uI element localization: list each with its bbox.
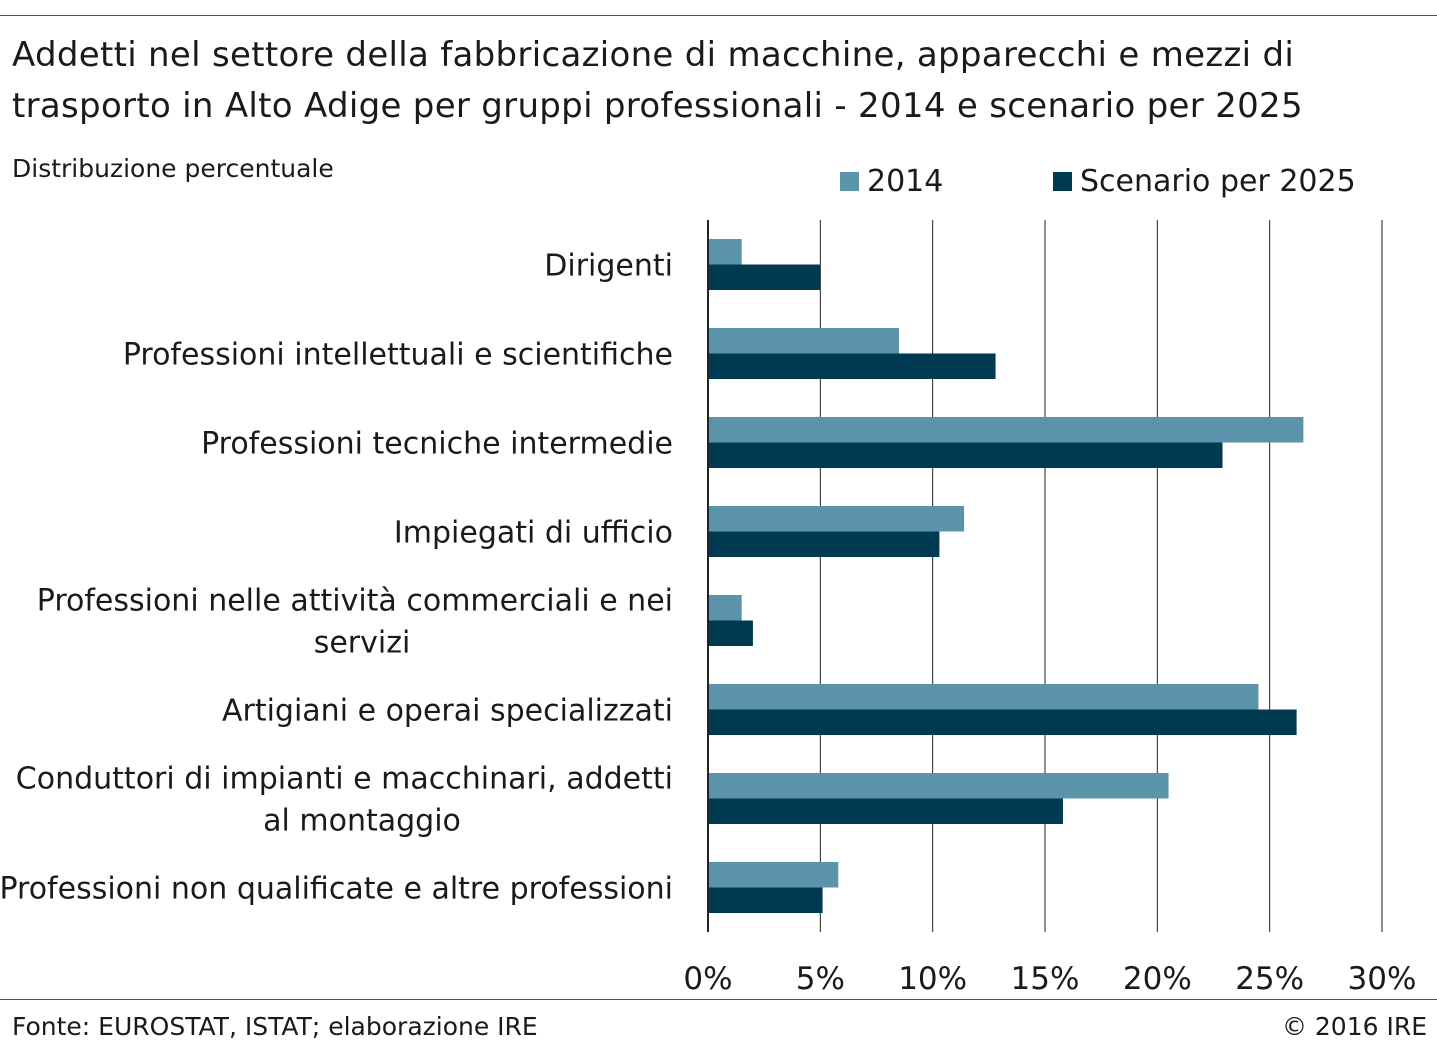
chart-subtitle: Distribuzione percentuale xyxy=(12,154,334,183)
bar-2025-3 xyxy=(708,442,1223,468)
legend-label-2025: Scenario per 2025 xyxy=(1080,164,1356,199)
source-note: Fonte: EUROSTAT, ISTAT; elaborazione IRE xyxy=(12,1012,538,1041)
bar-2014-6 xyxy=(708,684,1259,710)
legend-label-2014: 2014 xyxy=(867,164,944,199)
category-label-5-line-2: servizi xyxy=(314,626,411,661)
bar-2014-4 xyxy=(708,506,965,532)
top-rule xyxy=(0,15,1437,16)
bar-2014-2 xyxy=(708,328,899,354)
legend-swatch-2025 xyxy=(1053,172,1072,191)
chart-title: Addetti nel settore della fabbricazione … xyxy=(12,35,1303,126)
category-label-5-line-1: Professioni nelle attività commerciali e… xyxy=(37,584,673,619)
bar-2014-8 xyxy=(708,862,839,888)
bar-2014-5 xyxy=(708,595,742,621)
bar-2025-6 xyxy=(708,709,1297,735)
category-label-1: Dirigenti xyxy=(544,249,673,284)
category-label-8: Professioni non qualificate e altre prof… xyxy=(0,872,673,907)
category-label-7-line-1: Conduttori di impianti e macchinari, add… xyxy=(16,762,673,797)
bar-chart: Dirigenti Professioni intellettuali e sci… xyxy=(0,220,1417,997)
bar-2025-8 xyxy=(708,887,823,913)
x-tick-label-20: 20% xyxy=(1123,961,1192,997)
bar-2014-3 xyxy=(708,417,1304,443)
x-tick-label-5: 5% xyxy=(796,961,845,997)
category-label-2: Professioni intellettuali e scientifiche xyxy=(123,338,673,373)
bar-2014-1 xyxy=(708,239,742,265)
x-tick-label-10: 10% xyxy=(898,961,967,997)
x-tick-label-25: 25% xyxy=(1235,961,1304,997)
copyright-note: © 2016 IRE xyxy=(1281,1012,1427,1041)
legend-item-2025: Scenario per 2025 xyxy=(1053,164,1356,199)
category-label-3: Professioni tecniche intermedie xyxy=(201,427,673,462)
legend-swatch-2014 xyxy=(840,172,859,191)
category-label-4: Impiegati di ufficio xyxy=(394,516,673,551)
category-label-7-line-2: al montaggio xyxy=(263,804,461,839)
bar-2014-7 xyxy=(708,773,1169,799)
x-tick-label-15: 15% xyxy=(1011,961,1080,997)
bar-2025-5 xyxy=(708,620,753,646)
bottom-rule xyxy=(0,999,1437,1000)
bar-2025-1 xyxy=(708,264,821,290)
x-tick-label-0: 0% xyxy=(683,961,732,997)
legend-item-2014: 2014 xyxy=(840,164,943,199)
x-tick-label-30: 30% xyxy=(1348,961,1417,997)
category-label-6: Artigiani e operai specializzati xyxy=(222,694,673,729)
bar-2025-4 xyxy=(708,531,940,557)
bar-2025-2 xyxy=(708,353,996,379)
bar-2025-7 xyxy=(708,798,1063,824)
